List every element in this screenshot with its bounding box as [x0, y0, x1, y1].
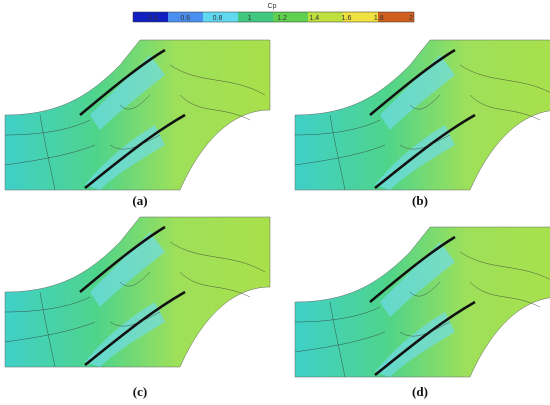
colorbar-title: Cp — [268, 3, 277, 10]
panel-label: (d) — [412, 384, 428, 399]
colorbar-label: 1.2 — [277, 15, 287, 22]
contour-plot — [293, 38, 550, 192]
contour-plot — [3, 38, 272, 192]
panel-label: (b) — [412, 193, 428, 208]
colorbar-label: 1.8 — [374, 15, 384, 22]
contour-plot — [293, 225, 550, 379]
panel-label: (c) — [133, 384, 147, 399]
colorbar-label: 1 — [248, 15, 252, 22]
colorbar: Cp 0.4 0.6 0.8 1 1.2 1.4 1.6 1.8 2 — [132, 3, 415, 23]
colorbar-label: 0.8 — [213, 15, 223, 22]
contour-plot — [3, 215, 272, 369]
colorbar-label: 1.6 — [342, 15, 352, 22]
colorbar-label: 1.4 — [309, 15, 319, 22]
panel-label: (a) — [132, 193, 147, 208]
colorbar-label: 0.4 — [148, 15, 158, 22]
colorbar-label: 2 — [409, 15, 413, 22]
colorbar-label: 0.6 — [180, 15, 190, 22]
